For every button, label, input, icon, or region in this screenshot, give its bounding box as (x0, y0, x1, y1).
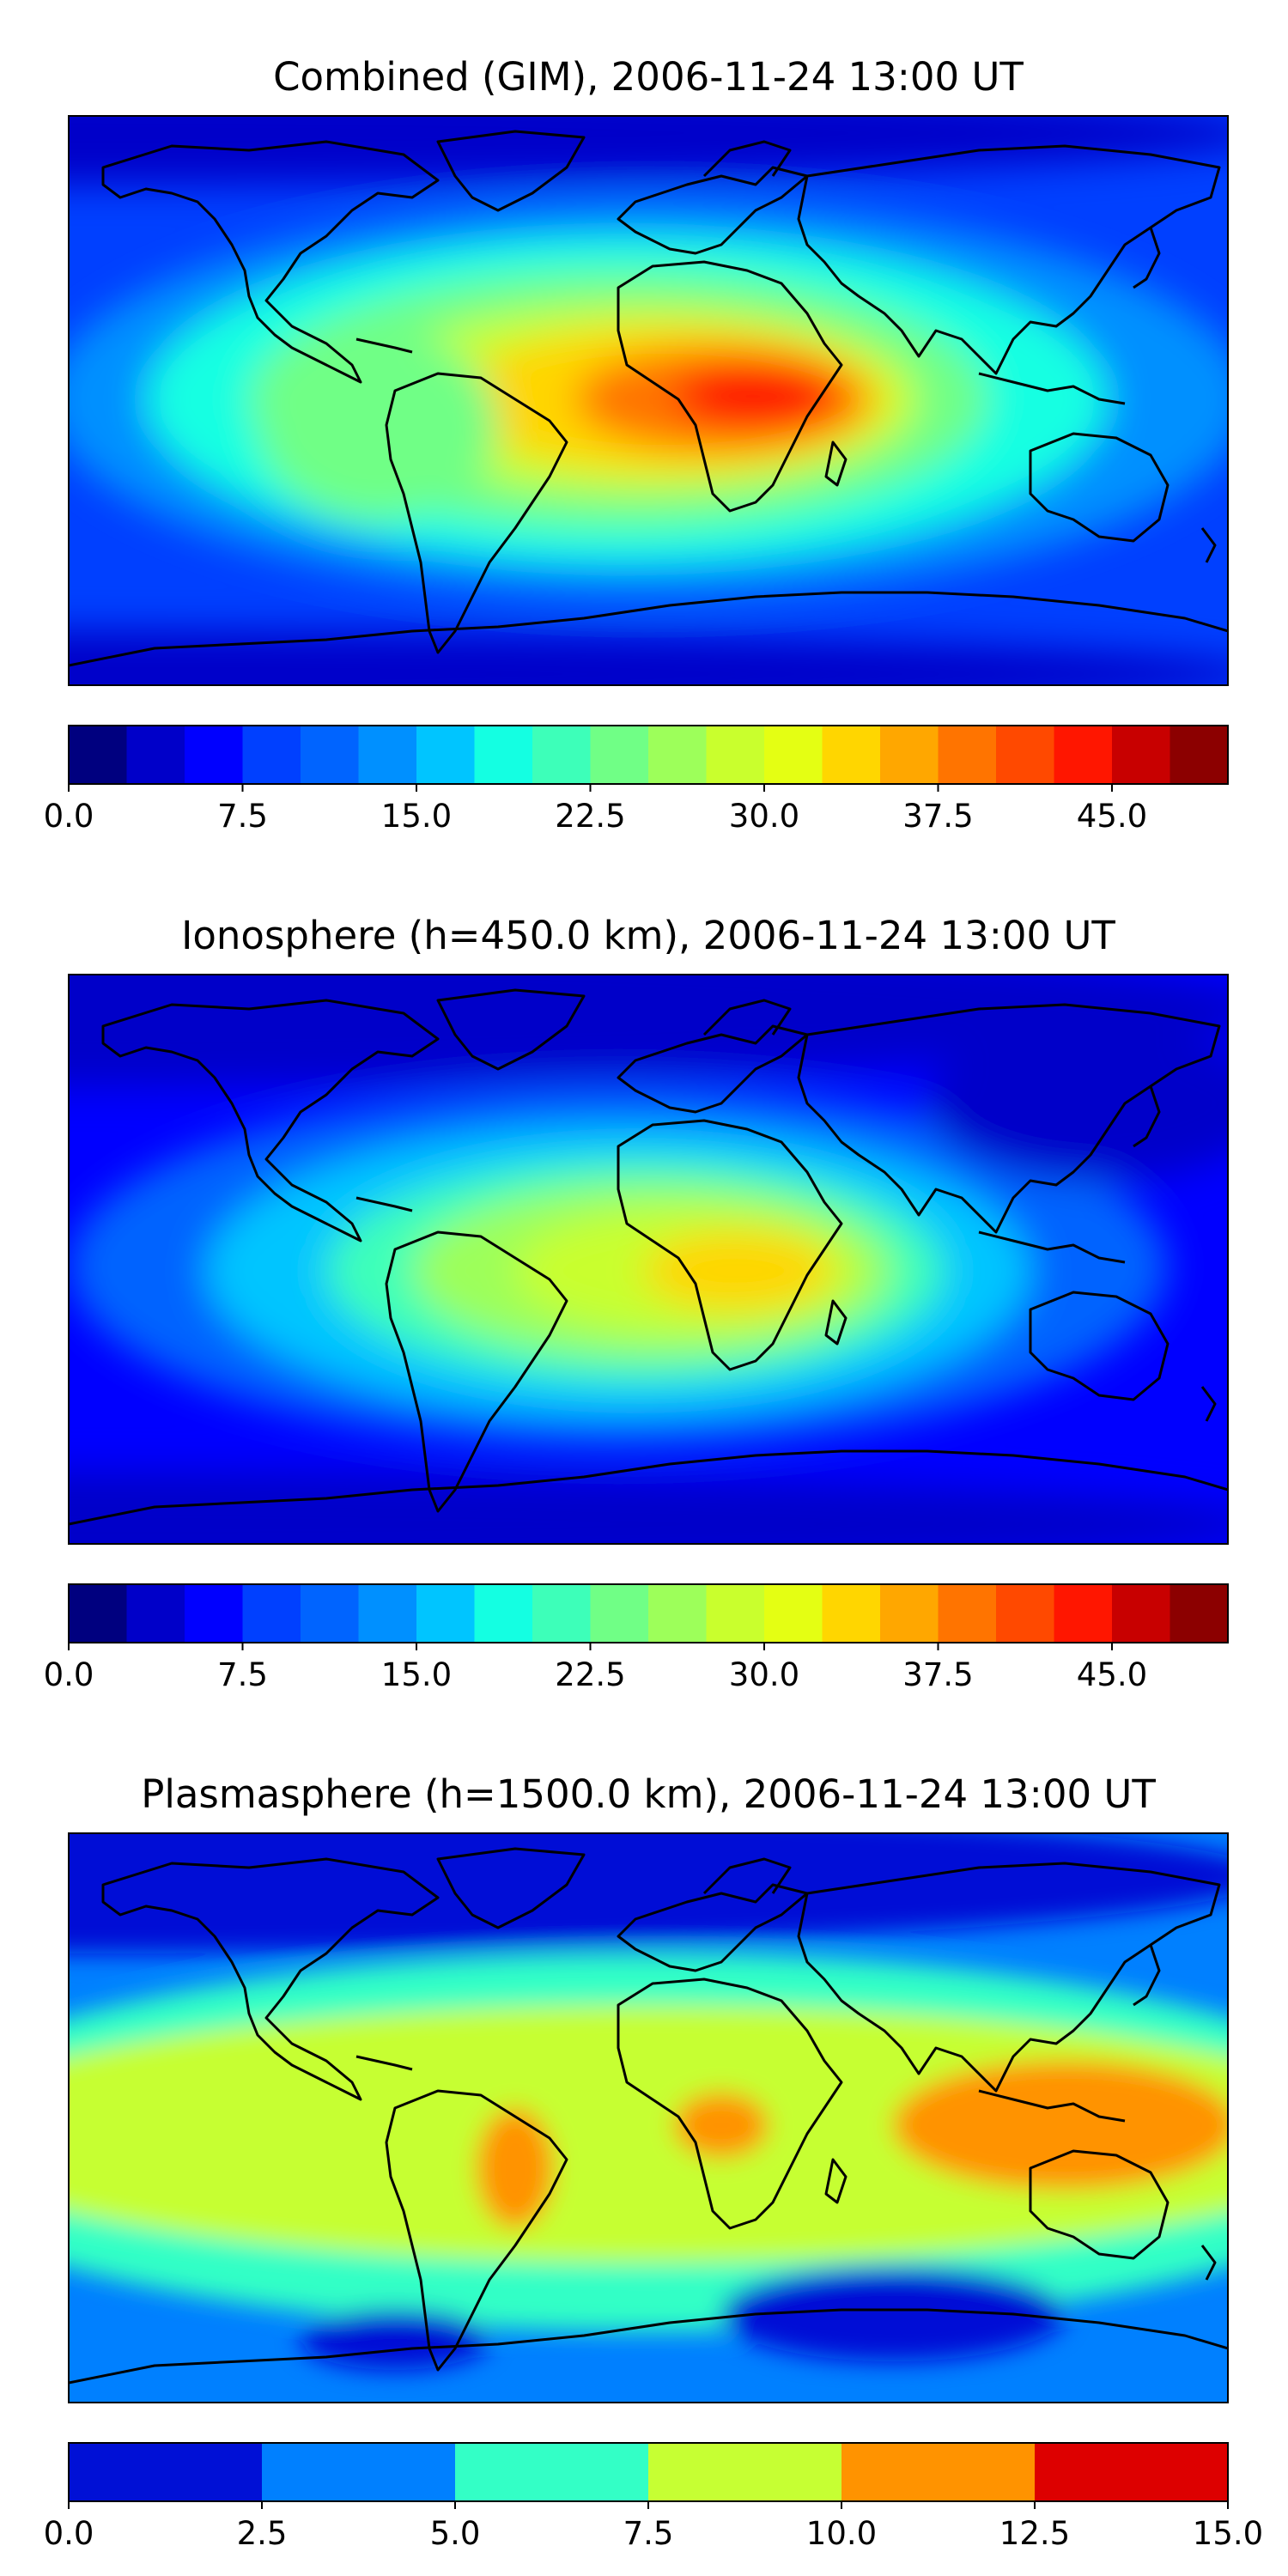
colorbar-tick-label: 12.5 (999, 2515, 1070, 2552)
field-contour (69, 2005, 1228, 2263)
colorbar-segment (996, 726, 1055, 784)
field-contour (69, 631, 1228, 685)
colorbar-tick-label: 0.0 (44, 798, 94, 835)
colorbar-segment (1112, 1584, 1171, 1643)
colorbar-frame (68, 1583, 1229, 1643)
colorbar-tick-label: 7.5 (623, 2515, 674, 2552)
colorbar-tick-label: 37.5 (902, 1656, 973, 1693)
colorbar-segment (590, 726, 649, 784)
colorbar-segment (1112, 726, 1171, 784)
colorbar-segment (996, 1584, 1055, 1643)
panel-title: Combined (GIM), 2006-11-24 13:00 UT (273, 54, 1024, 100)
colorbar-tick-label: 2.5 (237, 2515, 288, 2552)
colorbar-segment (648, 1584, 708, 1643)
colorbar-segment (358, 1584, 417, 1643)
field-contour (674, 2093, 769, 2158)
colorbar-segment (416, 1584, 476, 1643)
colorbar-segment (880, 1584, 939, 1643)
colorbar-segment (301, 726, 360, 784)
panel-title: Ionosphere (h=450.0 km), 2006-11-24 13:0… (181, 913, 1115, 958)
colorbar-2: 0.0 7.5 15.0 22.5 30.0 37.5 45.0 (44, 1583, 1229, 1693)
colorbar-segment (1035, 2443, 1229, 2501)
colorbar-segment (841, 2443, 1036, 2501)
colorbar-segment (532, 726, 592, 784)
field-contour (721, 2267, 1065, 2361)
field-contour (674, 362, 837, 428)
colorbar-segment (416, 726, 476, 784)
field-layer (69, 1833, 1228, 2403)
colorbar-tick-label: 7.5 (217, 1656, 268, 1693)
colorbar-tick-label: 15.0 (1193, 2515, 1263, 2552)
map-panel-2: Ionosphere (h=450.0 km), 2006-11-24 13:0… (44, 913, 1229, 1693)
colorbar-tick-label: 5.0 (430, 2515, 481, 2552)
colorbar-tick-label: 30.0 (729, 1656, 799, 1693)
colorbar-segment (764, 726, 823, 784)
colorbar-tick-label: 15.0 (381, 798, 452, 835)
colorbar-segment (242, 1584, 301, 1643)
colorbar-segment (822, 726, 881, 784)
field-contour (69, 1473, 1228, 1544)
colorbar-segment (590, 1584, 649, 1643)
field-layer (69, 116, 1228, 685)
map-frame (68, 1832, 1229, 2403)
colorbar-segment (764, 1584, 823, 1643)
colorbar-segment (69, 2443, 263, 2501)
field-contour (301, 2310, 489, 2370)
colorbar-segment (822, 1584, 881, 1643)
field-contour (927, 1026, 1228, 1181)
colorbar-segment (301, 1584, 360, 1643)
colorbar-tick-label: 37.5 (902, 798, 973, 835)
field-contour (644, 1231, 833, 1310)
colorbar-segment (706, 1584, 765, 1643)
field-layer (69, 975, 1228, 1544)
colorbar-segment (126, 726, 185, 784)
colorbar-segment (1170, 726, 1229, 784)
colorbar-segment (69, 726, 128, 784)
field-contour (477, 2108, 554, 2228)
colorbar-segment (1054, 726, 1113, 784)
map-panel-3: Plasmasphere (h=1500.0 km), 2006-11-24 1… (44, 1771, 1264, 2552)
colorbar-segment (532, 1584, 592, 1643)
field-contour (258, 331, 498, 519)
colorbar-segment (706, 726, 765, 784)
field-contour (893, 2061, 1228, 2190)
colorbar-segment (455, 2443, 649, 2501)
map-frame (68, 115, 1229, 686)
colorbar-segment (358, 726, 417, 784)
colorbar-segment (648, 2443, 842, 2501)
colorbar-tick-label: 0.0 (44, 2515, 94, 2552)
colorbar-segment (474, 1584, 533, 1643)
colorbar-tick-label: 22.5 (555, 1656, 625, 1693)
colorbar-segment (185, 1584, 244, 1643)
colorbar-tick-label: 10.0 (806, 2515, 877, 2552)
field-contour (69, 116, 1228, 185)
colorbar-tick-label: 30.0 (729, 798, 799, 835)
colorbar-segment (262, 2443, 456, 2501)
colorbar-segment (1054, 1584, 1113, 1643)
colorbar-tick-label: 0.0 (44, 1656, 94, 1693)
colorbar-segment (938, 726, 997, 784)
map-frame (68, 974, 1229, 1545)
field-contour (69, 975, 1228, 1086)
colorbar-tick-label: 7.5 (217, 798, 268, 835)
colorbar-segment (126, 1584, 185, 1643)
colorbar-segment (474, 726, 533, 784)
colorbar-frame (68, 725, 1229, 785)
colorbar-tick-label: 15.0 (381, 1656, 452, 1693)
colorbar-1: 0.0 7.5 15.0 22.5 30.0 37.5 45.0 (44, 725, 1229, 835)
panel-title: Plasmasphere (h=1500.0 km), 2006-11-24 1… (141, 1771, 1156, 1817)
colorbar-segment (938, 1584, 997, 1643)
colorbar-segment (1170, 1584, 1229, 1643)
colorbar-segment (69, 1584, 128, 1643)
colorbar-segment (242, 726, 301, 784)
colorbar-tick-label: 22.5 (555, 798, 625, 835)
colorbar-tick-label: 45.0 (1077, 798, 1147, 835)
colorbar-segment (880, 726, 939, 784)
colorbar-segment (648, 726, 708, 784)
colorbar-tick-label: 45.0 (1077, 1656, 1147, 1693)
colorbar-segment (185, 726, 244, 784)
map-panel-1: Combined (GIM), 2006-11-24 13:00 UT 0.0 7.… (44, 54, 1229, 835)
colorbar-3: 0.0 2.5 5.0 7.5 10.0 12.5 15.0 (44, 2442, 1263, 2552)
